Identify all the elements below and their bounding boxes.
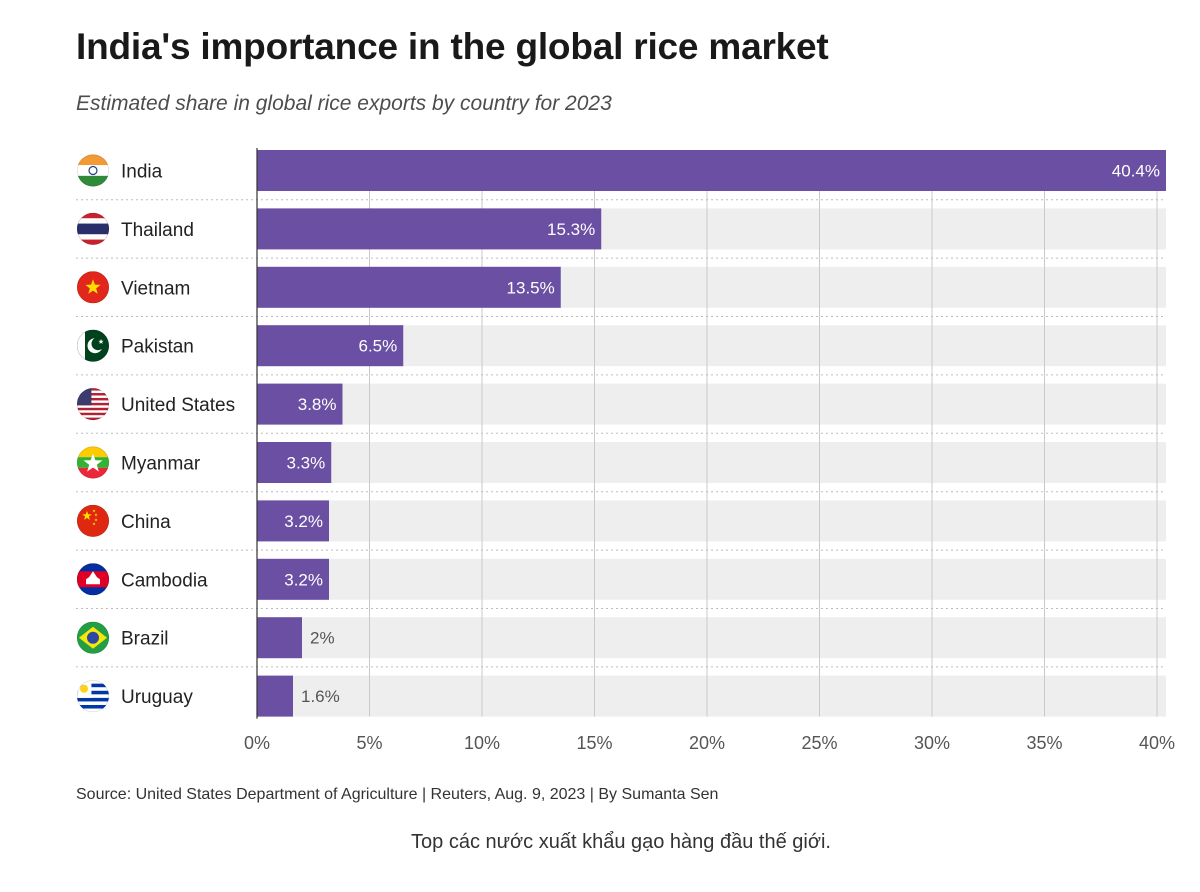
source-note: Source: United States Department of Agri… — [76, 786, 719, 803]
bar-pakistan — [257, 325, 404, 367]
bar-track — [257, 500, 1166, 542]
bar-brazil — [257, 617, 302, 659]
x-tick-label: 10% — [464, 733, 500, 753]
country-label: Cambodia — [121, 570, 208, 591]
bar-united-states — [257, 383, 343, 425]
cambodia-flag-icon — [77, 563, 109, 596]
vietnam-flag-icon — [77, 271, 109, 304]
bar-track — [257, 383, 1166, 425]
bar-india — [257, 150, 1166, 191]
bar-uruguay — [257, 675, 293, 717]
country-label: Pakistan — [121, 337, 194, 358]
x-tick-label: 15% — [576, 733, 612, 753]
bar-vietnam — [257, 266, 561, 308]
country-label: Uruguay — [121, 687, 193, 708]
bar-value-label: 13.5% — [507, 278, 555, 297]
bar-value-label: 3.2% — [284, 570, 323, 589]
united-states-flag-icon — [77, 388, 109, 421]
image-caption: Top các nước xuất khẩu gạo hàng đầu thế … — [411, 831, 831, 853]
country-label: United States — [121, 395, 235, 416]
x-tick-label: 20% — [689, 733, 725, 753]
bar-track — [257, 675, 1166, 717]
bar-chart: 40.4% India 15.3% Thailand 13.5% Vietnam 6.5% P… — [76, 148, 1175, 753]
x-tick-label: 0% — [244, 733, 270, 753]
bar-track — [257, 617, 1166, 659]
bar-value-label: 1.6% — [301, 687, 340, 706]
china-flag-icon — [77, 504, 109, 537]
bar-china — [257, 500, 329, 542]
india-flag-icon — [77, 154, 109, 187]
chart-subtitle: Estimated share in global rice exports b… — [76, 92, 612, 115]
country-label: Brazil — [121, 629, 169, 650]
bar-value-label: 6.5% — [359, 337, 398, 356]
bar-track — [257, 558, 1166, 600]
x-tick-label: 30% — [914, 733, 950, 753]
country-label: Myanmar — [121, 454, 201, 475]
bar-value-label: 3.8% — [298, 395, 337, 414]
bar-value-label: 3.2% — [284, 512, 323, 531]
bar-myanmar — [257, 442, 332, 483]
x-tick-label: 40% — [1139, 733, 1175, 753]
bar-cambodia — [257, 558, 329, 600]
country-label: China — [121, 512, 171, 533]
myanmar-flag-icon — [77, 446, 109, 479]
country-label: Vietnam — [121, 278, 190, 299]
x-tick-label: 5% — [356, 733, 382, 753]
thailand-flag-icon — [77, 212, 109, 245]
bar-thailand — [257, 208, 602, 250]
bar-value-label: 40.4% — [1112, 162, 1160, 181]
brazil-flag-icon — [77, 621, 109, 654]
bar-value-label: 2% — [310, 629, 335, 648]
country-label: Thailand — [121, 220, 194, 241]
bar-track — [257, 325, 1166, 367]
x-tick-label: 25% — [801, 733, 837, 753]
bar-value-label: 15.3% — [547, 220, 595, 239]
chart-title: India's importance in the global rice ma… — [76, 26, 829, 67]
country-label: India — [121, 162, 163, 183]
bar-value-label: 3.3% — [287, 454, 326, 473]
bar-track — [257, 442, 1166, 483]
pakistan-flag-icon — [77, 329, 109, 362]
x-tick-label: 35% — [1026, 733, 1062, 753]
